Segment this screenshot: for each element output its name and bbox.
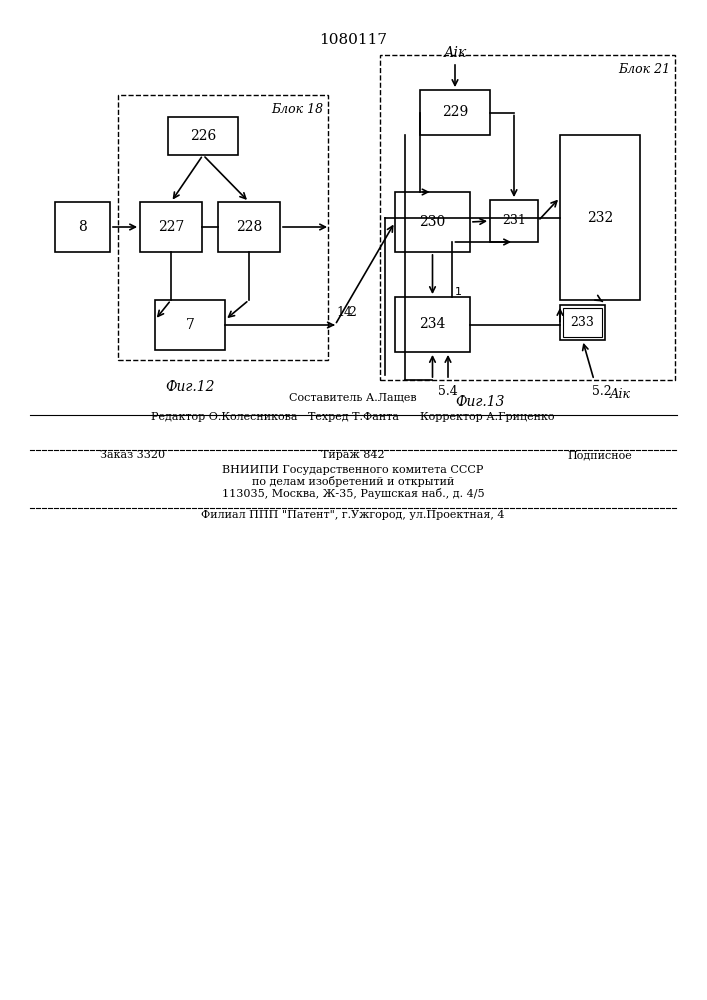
Text: 233: 233 [571,316,595,329]
Text: Аік: Аік [610,388,631,401]
Text: 1080117: 1080117 [319,33,387,47]
Bar [55,202,110,252]
Text: Аік: Аік [443,46,467,60]
Text: 228: 228 [236,220,262,234]
Bar [140,202,202,252]
Text: 7: 7 [185,318,194,332]
Text: Заказ 3320: Заказ 3320 [100,450,165,460]
Bar [218,202,280,252]
Text: 113035, Москва, Ж-35, Раушская наб., д. 4/5: 113035, Москва, Ж-35, Раушская наб., д. … [222,488,484,499]
Bar [155,300,225,350]
Text: Блок 21: Блок 21 [618,63,670,76]
Text: 8: 8 [78,220,87,234]
Text: 229: 229 [442,105,468,119]
Text: 14: 14 [336,306,352,319]
Text: 227: 227 [158,220,185,234]
Bar [563,308,602,337]
Text: 1: 1 [455,287,462,297]
Bar [118,95,328,360]
Bar [420,90,490,135]
Text: Составитель А.Лащев: Составитель А.Лащев [289,392,417,402]
Text: Филиал ППП "Патент", г.Ужгород, ул.Проектная, 4: Филиал ППП "Патент", г.Ужгород, ул.Проек… [201,510,505,520]
Bar [560,305,605,340]
Bar [168,117,238,155]
Text: 232: 232 [587,211,613,225]
Text: Блок 18: Блок 18 [271,103,323,116]
Text: 231: 231 [502,215,526,228]
Text: Подписное: Подписное [568,450,632,460]
Text: 2: 2 [348,306,356,319]
Text: Фиг.13: Фиг.13 [455,395,505,409]
Bar [380,55,675,380]
Text: 234: 234 [419,318,445,332]
Text: Редактор О.Колесникова   Техред Т.Фанта      Корректор А.Гриценко: Редактор О.Колесникова Техред Т.Фанта Ко… [151,412,555,422]
Text: 5.2: 5.2 [592,385,612,398]
Text: 226: 226 [190,129,216,143]
Bar [395,192,470,252]
Text: ВНИИПИ Государственного комитета СССР: ВНИИПИ Государственного комитета СССР [222,465,484,475]
Text: Тираж 842: Тираж 842 [321,450,385,460]
Text: по делам изобретений и открытий: по делам изобретений и открытий [252,476,454,487]
Bar [490,200,538,242]
Text: 230: 230 [419,215,445,229]
Bar [560,135,640,300]
Text: 5.4: 5.4 [438,385,458,398]
Bar [395,297,470,352]
Text: Фиг.12: Фиг.12 [165,380,215,394]
